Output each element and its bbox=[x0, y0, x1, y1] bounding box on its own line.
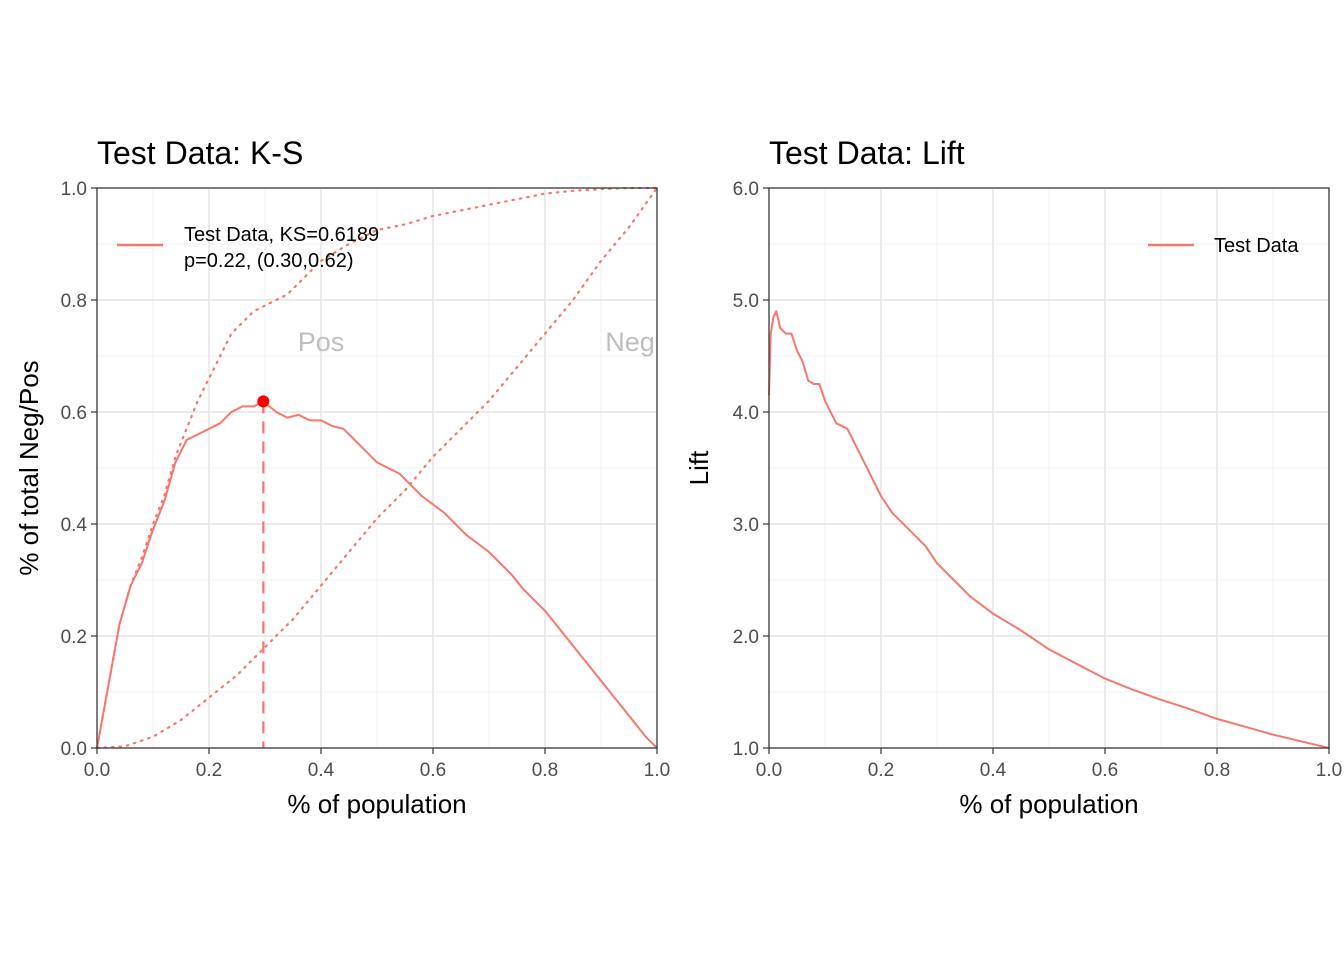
lift-y-tick-label: 3.0 bbox=[733, 515, 759, 536]
ks-x-tick-label: 0.8 bbox=[532, 760, 558, 781]
lift-y-tick-label: 2.0 bbox=[733, 627, 759, 648]
ks-series-group bbox=[95, 186, 659, 750]
ks-panel-border bbox=[96, 187, 658, 749]
lift-panel: Test Data: Lift 0.0 0.2 0.4 0.6 0.8 1.0 1.0 2.0… bbox=[684, 135, 1342, 819]
lift-grid bbox=[768, 187, 1330, 749]
lift-series-group bbox=[768, 310, 1330, 749]
lift-y-tick-label: 4.0 bbox=[733, 403, 759, 424]
lift-y-tick-label: 1.0 bbox=[733, 739, 759, 760]
ks-series-line bbox=[96, 400, 658, 749]
ks-y-tick-label: 1.0 bbox=[61, 179, 87, 200]
ks-y-tick-label: 0.0 bbox=[61, 739, 87, 760]
ks-y-tick-label: 0.8 bbox=[61, 291, 87, 312]
lift-legend: Test Data bbox=[1148, 235, 1299, 257]
ks-legend-label-1: Test Data, KS=0.6189 bbox=[184, 224, 379, 246]
ks-y-tick-label: 0.6 bbox=[61, 403, 87, 424]
lift-legend-label: Test Data bbox=[1214, 235, 1299, 257]
ks-panel: Test Data: K-S 0.0 0.2 0.4 0.6 0.8 1.00.00.20… bbox=[14, 135, 670, 819]
ks-y-axis-title: % of total Neg/Pos bbox=[14, 360, 44, 575]
lift-x-tick-label: 0.8 bbox=[1204, 760, 1230, 781]
ks-y-tick-label: 0.2 bbox=[61, 627, 87, 648]
lift-series-line bbox=[768, 310, 1330, 749]
ks-x-axis-title: % of population bbox=[287, 789, 466, 819]
ks-annotation-neg: Neg bbox=[605, 327, 655, 357]
ks-x-tick-label: 0.6 bbox=[420, 760, 446, 781]
lift-axis-ticks: 0.0 0.2 0.4 0.6 0.8 1.0 1.0 2.0 3.0 4.0 5.0 6.0 bbox=[733, 179, 1343, 781]
ks-y-tick-label: 0.4 bbox=[61, 515, 88, 536]
ks-legend: Test Data, KS=0.6189 p=0.22, (0.30,0.62) bbox=[117, 224, 379, 272]
lift-panel-border bbox=[768, 187, 1330, 749]
lift-y-axis-title: Lift bbox=[684, 450, 714, 485]
lift-y-tick-label: 5.0 bbox=[733, 291, 759, 312]
lift-x-tick-label: 1.0 bbox=[1316, 760, 1342, 781]
ks-axis-ticks: 0.0 0.2 0.4 0.6 0.8 1.0 0.0 0.2 0.4 0.6 0.8 1.0 bbox=[61, 179, 671, 781]
lift-x-axis-title: % of population bbox=[959, 789, 1138, 819]
lift-x-tick-label: 0.2 bbox=[868, 760, 894, 781]
ks-series-dotted-2 bbox=[95, 186, 659, 750]
ks-x-tick-label: 0.0 bbox=[84, 760, 110, 781]
ks-title: Test Data: K-S bbox=[97, 135, 303, 171]
lift-x-tick-label: 0.4 bbox=[980, 760, 1007, 781]
lift-x-tick-label: 0.6 bbox=[1092, 760, 1118, 781]
ks-grid bbox=[96, 187, 658, 749]
lift-x-tick-label: 0.0 bbox=[756, 760, 782, 781]
ks-x-tick-label: 0.2 bbox=[196, 760, 222, 781]
lift-title: Test Data: Lift bbox=[769, 135, 965, 171]
ks-x-tick-label: 1.0 bbox=[644, 760, 670, 781]
ks-max-point bbox=[257, 395, 270, 408]
ks-annotation-pos: Pos bbox=[298, 327, 345, 357]
lift-y-tick-label: 6.0 bbox=[733, 179, 759, 200]
ks-x-tick-label: 0.4 bbox=[308, 760, 335, 781]
ks-series-dotted-1 bbox=[95, 186, 659, 750]
ks-legend-label-2: p=0.22, (0.30,0.62) bbox=[184, 250, 354, 272]
